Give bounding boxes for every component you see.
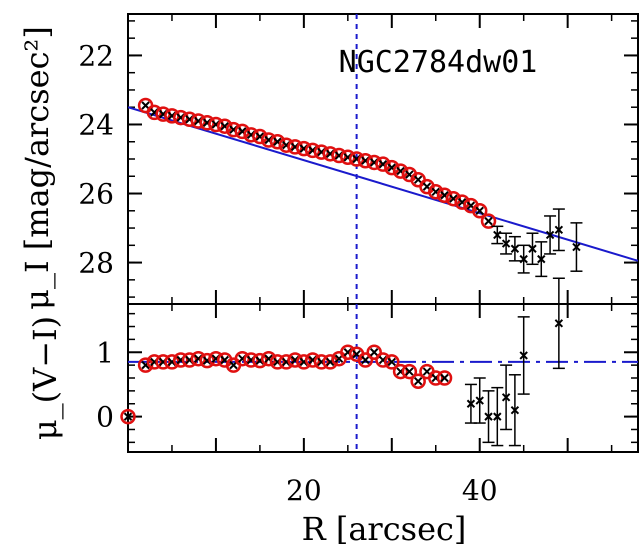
- top-cross-marker: [510, 244, 520, 253]
- top-panel: 22 24 26 28: [78, 13, 639, 305]
- bottom-cross-marker: [554, 319, 564, 328]
- top-cross-marker: [475, 206, 484, 215]
- x-tick-label: 40: [462, 474, 498, 507]
- bottom-circle-marker: [392, 363, 409, 380]
- bottom-ytick-label: 1: [96, 336, 114, 369]
- top-cross-marker: [554, 225, 564, 234]
- top-cross-marker: [572, 242, 581, 252]
- bottom-circle-marker: [401, 363, 418, 380]
- top-cross-marker: [413, 175, 423, 184]
- bottom-circle-marker: [120, 408, 136, 425]
- bottom-circle-marker: [410, 373, 426, 389]
- top-cross-marker: [528, 244, 537, 253]
- bottom-cross-marker: [361, 355, 370, 365]
- bottom-cross-marker: [405, 367, 414, 376]
- bottom-cross-marker: [387, 357, 397, 367]
- top-cross-marker: [537, 254, 546, 264]
- bottom-circle-marker: [146, 354, 163, 370]
- bottom-cross-marker: [519, 351, 528, 360]
- bottom-y-axis-label: μ_(V−I): [26, 316, 64, 440]
- bottom-circle-marker: [313, 354, 330, 370]
- top-ytick-label: 24: [78, 108, 114, 141]
- bottom-cross-marker: [501, 393, 511, 402]
- top-circle-marker: [471, 203, 488, 219]
- x-axis-label: R [arcsec]: [302, 510, 467, 548]
- bottom-circle-marker: [384, 354, 400, 370]
- bottom-cross-marker: [510, 405, 520, 415]
- bottom-cross-marker: [466, 399, 476, 408]
- bottom-cross-marker: [369, 348, 379, 357]
- top-y-axis-label: μ_I [mag/arcsec²]: [18, 26, 56, 310]
- bottom-ytick-label: 0: [96, 401, 114, 434]
- bottom-circle-marker: [173, 352, 189, 368]
- bottom-cross-marker: [493, 412, 502, 421]
- bottom-circle-marker: [436, 370, 453, 386]
- chart-title: NGC2784dw01: [339, 45, 538, 80]
- bottom-cross-marker: [440, 373, 449, 383]
- top-cross-marker: [141, 101, 150, 110]
- top-ytick-label: 28: [78, 247, 114, 280]
- bottom-circle-marker: [155, 354, 171, 370]
- bottom-cross-marker: [123, 412, 133, 421]
- bottom-circle-marker: [243, 352, 259, 368]
- x-tick-label: 20: [286, 474, 322, 507]
- top-fit-line: [128, 106, 638, 262]
- bottom-circle-marker: [366, 344, 382, 361]
- bottom-cross-marker: [484, 412, 493, 421]
- bottom-cross-marker: [413, 377, 423, 386]
- top-cross-marker: [519, 254, 528, 264]
- top-cross-marker: [545, 230, 555, 240]
- bottom-circle-marker: [269, 354, 286, 370]
- bottom-circle-marker: [357, 352, 374, 368]
- top-ytick-label: 26: [78, 178, 114, 211]
- top-circle-marker: [480, 213, 497, 229]
- bottom-circle-marker: [428, 370, 444, 386]
- top-cross-marker: [501, 239, 511, 248]
- top-cross-marker: [493, 230, 502, 240]
- top-ytick-label: 22: [78, 39, 114, 72]
- top-cross-marker: [484, 216, 493, 226]
- bottom-panel: 0 1 20 40: [96, 277, 639, 507]
- bottom-cross-marker: [475, 396, 484, 405]
